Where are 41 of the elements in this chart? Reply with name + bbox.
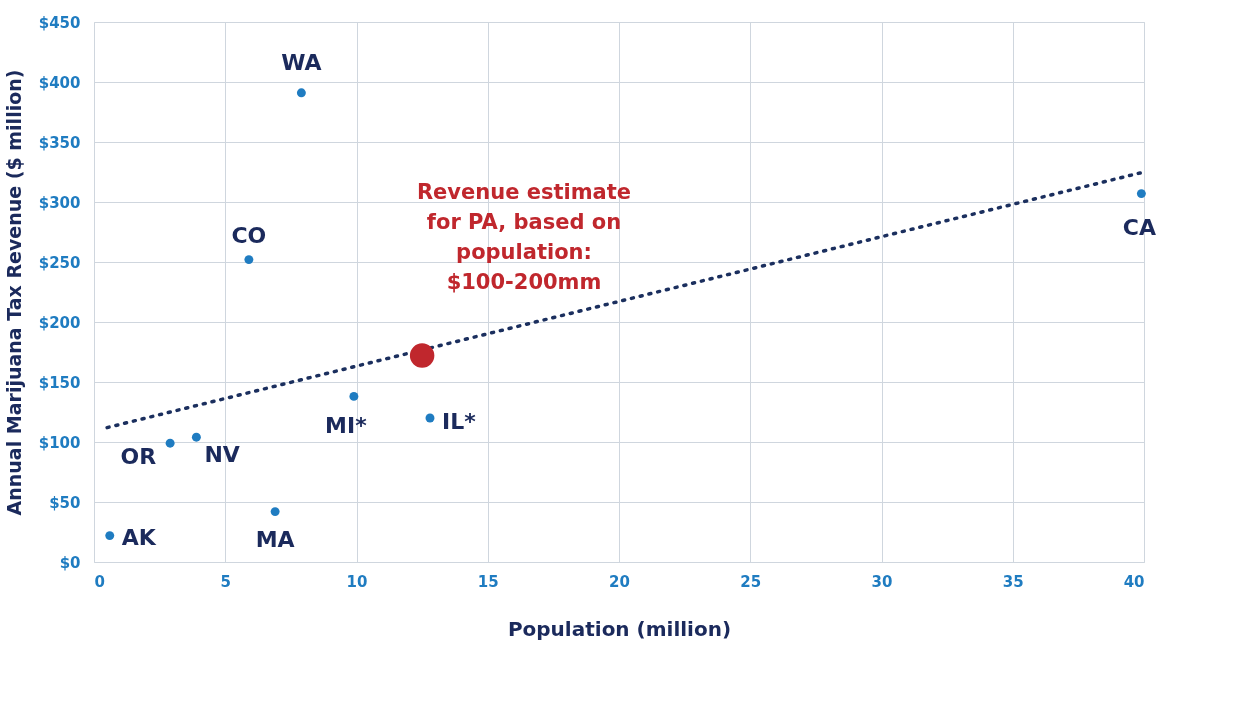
y-tick-label: $400 — [38, 73, 81, 92]
y-tick-label: $450 — [38, 13, 81, 32]
x-tick-label: 15 — [477, 572, 499, 591]
y-tick-label: $150 — [38, 373, 81, 392]
y-tick-label: $350 — [38, 133, 81, 152]
annotation: OR — [120, 444, 157, 470]
y-tick-label: $50 — [49, 493, 81, 512]
point — [296, 88, 306, 98]
annotation: CA — [1122, 214, 1156, 240]
point — [270, 507, 280, 517]
annotation: MI* — [325, 413, 368, 439]
y-axis-title: Annual Marijuana Tax Revenue ($ million) — [2, 69, 25, 516]
x-tick-label: 40 — [1123, 572, 1145, 591]
y-tick-label: $0 — [59, 553, 81, 572]
x-tick-label: 5 — [220, 572, 231, 591]
point — [349, 391, 359, 401]
y-tick-label: $250 — [38, 253, 81, 272]
point — [425, 413, 435, 423]
y-tick-label: $100 — [38, 433, 81, 452]
x-axis-title: Population (million) — [507, 616, 732, 641]
y-tick-label: $200 — [38, 313, 81, 332]
point — [244, 255, 254, 265]
annotation: IL* — [442, 409, 477, 434]
point — [1136, 189, 1146, 199]
x-tick-label: 35 — [1002, 572, 1024, 591]
point — [105, 531, 115, 541]
annotation: NV — [204, 442, 240, 468]
point — [191, 432, 201, 442]
x-tick-label: 25 — [740, 572, 762, 591]
x-tick-label: 10 — [346, 572, 368, 591]
x-tick-label: 30 — [871, 572, 893, 591]
x-tick-label: 0 — [94, 572, 105, 591]
x-tick-label: 20 — [609, 572, 630, 591]
y-tick-label: $300 — [38, 193, 81, 212]
annotation: WA — [281, 49, 322, 75]
annotation: Revenue estimate for PA, based on population: $100-200mm — [416, 180, 632, 294]
annotation: MA — [255, 526, 295, 552]
point — [165, 438, 175, 448]
point — [409, 343, 435, 368]
annotation: CO — [231, 222, 267, 248]
annotation: AK — [121, 524, 157, 550]
